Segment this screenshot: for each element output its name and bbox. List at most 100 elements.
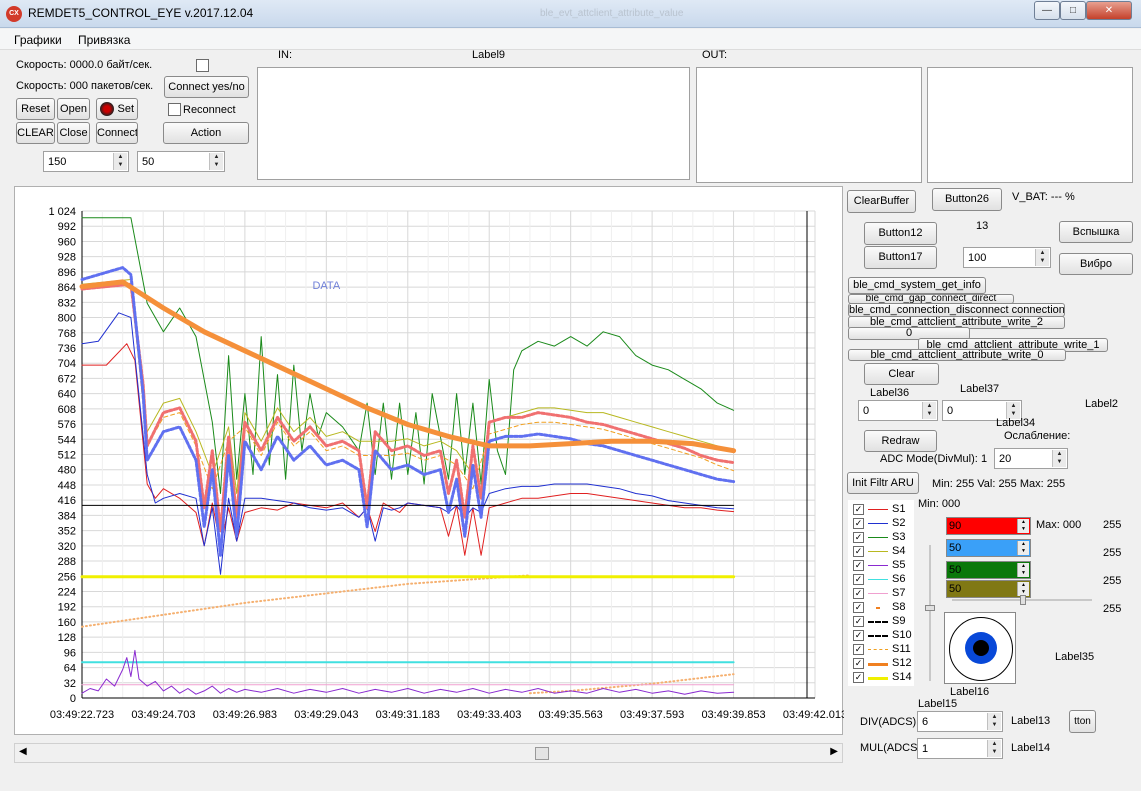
close-button[interactable]: ✕ bbox=[1086, 1, 1132, 20]
legend-checkbox[interactable]: ✓ bbox=[853, 644, 864, 655]
legend-checkbox[interactable]: ✓ bbox=[853, 630, 864, 641]
ble-write-0-button[interactable]: ble_cmd_attclient_attribute_write_0 bbox=[848, 349, 1066, 361]
legend-checkbox[interactable]: ✓ bbox=[853, 574, 864, 585]
button26[interactable]: Button26 bbox=[932, 188, 1002, 211]
scroll-right-icon[interactable]: ▶ bbox=[830, 746, 838, 757]
legend-item-s11[interactable]: ✓ S11 bbox=[848, 643, 914, 657]
adc-mode-value: 1 bbox=[981, 453, 988, 465]
series-line-s1 bbox=[81, 343, 735, 556]
legend-checkbox[interactable]: ✓ bbox=[853, 658, 864, 669]
maximize-button[interactable]: □ bbox=[1060, 1, 1086, 20]
color-spin-green[interactable]: 50 ▲ ▼ bbox=[946, 561, 1031, 579]
top-checkbox[interactable] bbox=[196, 59, 209, 72]
spin-arrows-icon[interactable]: ▲ ▼ bbox=[1052, 450, 1066, 467]
out-textbox[interactable] bbox=[696, 67, 922, 183]
spin-label37[interactable]: 0 ▲ ▼ bbox=[942, 400, 1022, 421]
color-spin-red[interactable]: 90 ▲ ▼ bbox=[946, 517, 1031, 535]
button17[interactable]: Button17 bbox=[864, 246, 937, 269]
set-button[interactable]: Set bbox=[96, 98, 138, 120]
spin-arrows-icon[interactable]: ▲ ▼ bbox=[113, 153, 127, 170]
legend-item-s14[interactable]: ✓ S14 bbox=[848, 671, 914, 685]
redraw-button[interactable]: Redraw bbox=[864, 430, 937, 452]
connect-yes-no-button[interactable]: Connect yes/no bbox=[164, 76, 249, 98]
reset-button[interactable]: Reset bbox=[16, 98, 55, 120]
legend-item-s6[interactable]: ✓ S6 bbox=[848, 573, 914, 587]
minimize-button[interactable]: — bbox=[1034, 1, 1060, 20]
spin-label37-value: 0 bbox=[947, 405, 954, 417]
spin-input-2[interactable]: 50 ▲ ▼ bbox=[137, 151, 225, 172]
open-button[interactable]: Open bbox=[57, 98, 90, 120]
legend-checkbox[interactable]: ✓ bbox=[853, 504, 864, 515]
legend-item-s10[interactable]: ✓ S10 bbox=[848, 629, 914, 643]
button12[interactable]: Button12 bbox=[864, 222, 937, 245]
vibro-button[interactable]: Вибро bbox=[1059, 253, 1133, 275]
ble-system-get-info-button[interactable]: ble_cmd_system_get_info bbox=[848, 277, 986, 294]
color-spin-blue[interactable]: 50 ▲ ▼ bbox=[946, 539, 1031, 557]
horizontal-scrollbar[interactable]: ◀ ▶ bbox=[14, 743, 843, 763]
legend-checkbox[interactable]: ✓ bbox=[853, 672, 864, 683]
spin-arrows-icon[interactable]: ▲ ▼ bbox=[1017, 519, 1029, 533]
spin-arrows-icon[interactable]: ▲ ▼ bbox=[987, 740, 1001, 757]
color-spin-red-value: 90 bbox=[949, 520, 962, 532]
menu-grafiki[interactable]: Графики bbox=[14, 33, 62, 47]
spin-label36[interactable]: 0 ▲ ▼ bbox=[858, 400, 938, 421]
clear-right-button[interactable]: Clear bbox=[864, 363, 939, 385]
spin-arrows-icon[interactable]: ▲ ▼ bbox=[209, 153, 223, 170]
aux-textbox[interactable] bbox=[927, 67, 1133, 183]
tton-button[interactable]: tton bbox=[1069, 710, 1096, 733]
y-tick-label: 544 bbox=[58, 434, 76, 446]
color-spin-olive[interactable]: 50 ▲ ▼ bbox=[946, 580, 1031, 598]
legend-item-s1[interactable]: ✓ S1 bbox=[848, 503, 914, 517]
close-port-button[interactable]: Close bbox=[57, 122, 90, 144]
ble-disconnect-button[interactable]: ble_cmd_connection_disconnect connection bbox=[848, 303, 1065, 317]
label36: Label36 bbox=[870, 387, 910, 399]
vspyshka-button[interactable]: Вспышка bbox=[1059, 221, 1133, 243]
spin-arrows-icon[interactable]: ▲ ▼ bbox=[1017, 582, 1029, 596]
reconnect-checkbox[interactable] bbox=[168, 103, 181, 116]
connect-button[interactable]: Connect bbox=[96, 122, 138, 144]
legend-item-s12[interactable]: ✓ S12 bbox=[848, 657, 914, 671]
horizontal-slider-thumb[interactable] bbox=[1020, 595, 1026, 605]
spin-input-1[interactable]: 150 ▲ ▼ bbox=[43, 151, 129, 172]
spin-arrows-icon[interactable]: ▲ ▼ bbox=[1006, 402, 1020, 419]
scroll-left-icon[interactable]: ◀ bbox=[19, 746, 27, 757]
legend-checkbox[interactable]: ✓ bbox=[853, 602, 864, 613]
spin-arrows-icon[interactable]: ▲ ▼ bbox=[922, 402, 936, 419]
value-255-3: 255 bbox=[1103, 575, 1122, 587]
legend-item-s8[interactable]: ✓ S8 bbox=[848, 601, 914, 615]
div-adcs-spin[interactable]: 6 ▲ ▼ bbox=[917, 711, 1003, 732]
legend-item-s2[interactable]: ✓ S2 bbox=[848, 517, 914, 531]
vertical-slider[interactable] bbox=[929, 545, 931, 681]
legend-item-s9[interactable]: ✓ S9 bbox=[848, 615, 914, 629]
clear-buffer-button[interactable]: ClearBuffer bbox=[847, 190, 916, 213]
legend-checkbox[interactable]: ✓ bbox=[853, 560, 864, 571]
init-filtr-aru-button[interactable]: Init Filtr ARU bbox=[847, 472, 919, 494]
spin-arrows-icon[interactable]: ▲ ▼ bbox=[1017, 563, 1029, 577]
legend-checkbox[interactable]: ✓ bbox=[853, 546, 864, 557]
legend-item-s3[interactable]: ✓ S3 bbox=[848, 531, 914, 545]
vertical-slider-thumb[interactable] bbox=[925, 605, 935, 611]
legend-swatch bbox=[868, 579, 888, 580]
spin-arrows-icon[interactable]: ▲ ▼ bbox=[987, 713, 1001, 730]
y-tick-label: 608 bbox=[58, 404, 76, 416]
spin-oslablenie[interactable]: 20 ▲ ▼ bbox=[994, 448, 1068, 469]
legend-checkbox[interactable]: ✓ bbox=[853, 518, 864, 529]
legend-checkbox[interactable]: ✓ bbox=[853, 532, 864, 543]
spin-100[interactable]: 100 ▲ ▼ bbox=[963, 247, 1051, 268]
spin-arrows-icon[interactable]: ▲ ▼ bbox=[1017, 541, 1029, 555]
menu-privyazka[interactable]: Привязка bbox=[78, 33, 131, 47]
legend-item-s5[interactable]: ✓ S5 bbox=[848, 559, 914, 573]
zero-button[interactable]: 0 bbox=[848, 327, 970, 340]
mul-adcs-spin[interactable]: 1 ▲ ▼ bbox=[917, 738, 1003, 759]
scroll-thumb[interactable] bbox=[535, 747, 549, 760]
y-tick-label: 736 bbox=[58, 343, 76, 355]
eye-indicator bbox=[944, 612, 1016, 684]
clear-button[interactable]: CLEAR bbox=[16, 122, 55, 144]
legend-checkbox[interactable]: ✓ bbox=[853, 588, 864, 599]
legend-item-s4[interactable]: ✓ S4 bbox=[848, 545, 914, 559]
spin-arrows-icon[interactable]: ▲ ▼ bbox=[1035, 249, 1049, 266]
legend-item-s7[interactable]: ✓ S7 bbox=[848, 587, 914, 601]
in-textbox[interactable] bbox=[257, 67, 690, 180]
legend-checkbox[interactable]: ✓ bbox=[853, 616, 864, 627]
action-button[interactable]: Action bbox=[163, 122, 249, 144]
